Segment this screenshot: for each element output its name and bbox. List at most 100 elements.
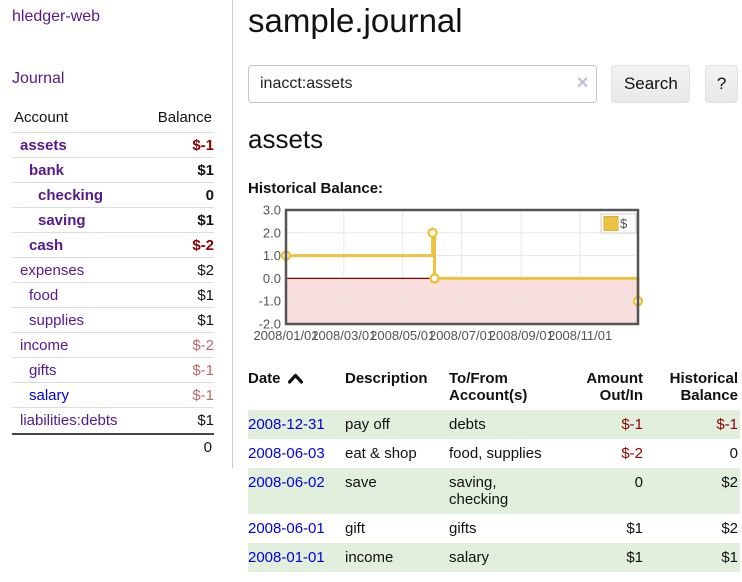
account-heading: assets (248, 124, 738, 155)
account-link[interactable]: cash (12, 237, 63, 254)
transaction-description: save (345, 468, 449, 514)
transaction-amount: $1 (560, 543, 645, 572)
sort-ascending-icon (288, 373, 303, 384)
y-axis-labels: 3.02.01.00.0-1.0-2.0 (259, 203, 281, 332)
svg-text:-1.0: -1.0 (259, 294, 281, 309)
app-brand-link[interactable]: hledger-web (12, 8, 100, 26)
transaction-date-link[interactable]: 2008-06-03 (248, 445, 325, 462)
column-header-amount: Amount Out/In (560, 367, 645, 410)
account-link[interactable]: food (12, 287, 58, 304)
transaction-accounts: salary (449, 543, 560, 572)
transaction-amount: $-2 (560, 439, 645, 468)
account-balance: $-2 (192, 237, 214, 254)
page-title: sample.journal (248, 2, 738, 40)
account-balance: $-1 (192, 362, 214, 379)
historical-balance-chart[interactable]: $3.02.01.00.0-1.0-2.02008/01/012008/03/0… (248, 206, 648, 346)
account-row: cash $-2 (12, 233, 214, 258)
transaction-row: 2008-06-03 eat & shopfood, supplies$-20 (248, 439, 740, 468)
transaction-date-link[interactable]: 2008-12-31 (248, 416, 325, 433)
transaction-description: pay off (345, 410, 449, 439)
account-balance: $-1 (192, 387, 214, 404)
transaction-amount: 0 (560, 468, 645, 514)
account-row: checking 0 (12, 183, 214, 208)
svg-text:2008/03/01: 2008/03/01 (311, 328, 376, 343)
account-link[interactable]: income (12, 337, 68, 354)
accounts-header-balance: Balance (158, 109, 212, 126)
account-balance: $1 (197, 162, 214, 179)
search-input[interactable] (248, 65, 597, 103)
transaction-description: income (345, 543, 449, 572)
sidebar: hledger-web Journal Account Balance asse… (0, 0, 233, 468)
account-row: income $-2 (12, 333, 214, 358)
account-row: salary $-1 (12, 383, 214, 408)
legend-swatch (604, 217, 618, 231)
account-row: gifts $-1 (12, 358, 214, 383)
account-balance: $-1 (192, 137, 214, 154)
column-header-description: Description (345, 367, 449, 410)
transaction-amount: $-1 (560, 410, 645, 439)
transaction-balance: $1 (645, 543, 740, 572)
account-row: saving $1 (12, 208, 214, 233)
accounts-table: Account Balance assets $-1 bank $1 checking 0… (12, 105, 214, 458)
sidebar-item-journal[interactable]: Journal (12, 70, 64, 87)
transaction-row: 2008-06-01giftgifts$1$2 (248, 514, 740, 543)
account-link[interactable]: salary (12, 387, 69, 404)
clear-search-icon[interactable]: × (577, 71, 589, 95)
account-link[interactable]: gifts (12, 362, 57, 379)
account-row: food $1 (12, 283, 214, 308)
account-link[interactable]: assets (12, 137, 67, 154)
legend-label: $ (620, 216, 628, 231)
account-link[interactable]: checking (12, 187, 103, 204)
account-balance: $2 (197, 262, 214, 279)
transaction-description: gift (345, 514, 449, 543)
chart-title: Historical Balance: (248, 180, 738, 197)
account-balance: 0 (206, 187, 214, 204)
date-header-label: Date (248, 370, 281, 387)
account-link[interactable]: bank (12, 162, 64, 179)
accounts-header-account: Account (14, 109, 68, 126)
transaction-row: 2008-01-01incomesalary$1$1 (248, 543, 740, 572)
account-balance: $1 (197, 412, 214, 429)
svg-text:2008/05/01: 2008/05/01 (370, 328, 435, 343)
search-button[interactable]: Search (611, 65, 690, 103)
transaction-balance: $2 (645, 468, 740, 514)
main-content: sample.journal × Search ? assets Histori… (233, 0, 742, 572)
transaction-accounts: saving, checking (449, 468, 560, 514)
transaction-accounts: debts (449, 410, 560, 439)
account-balance: $1 (197, 212, 214, 229)
transactions-table: Date DescriptionTo/From Account(s)Amount … (248, 367, 740, 572)
transaction-row: 2008-12-31pay offdebts$-1$-1 (248, 410, 740, 439)
x-axis-labels: 2008/01/012008/03/012008/05/012008/07/01… (253, 328, 612, 343)
transaction-row: 2008-06-02 savesaving, checking0$2 (248, 468, 740, 514)
accounts-total-balance: 0 (204, 439, 212, 456)
transaction-date-link[interactable]: 2008-06-02 (248, 474, 325, 491)
account-link[interactable]: expenses (12, 262, 84, 279)
help-button[interactable]: ? (705, 65, 738, 103)
account-link[interactable]: supplies (12, 312, 84, 329)
account-balance: $1 (197, 312, 214, 329)
account-balance: $1 (197, 287, 214, 304)
transaction-accounts: food, supplies (449, 439, 560, 468)
transaction-balance: $2 (645, 514, 740, 543)
account-row: liabilities:debts $1 (12, 408, 214, 433)
transaction-description: eat & shop (345, 439, 449, 468)
svg-text:2008/01/01: 2008/01/01 (253, 328, 318, 343)
account-link[interactable]: liabilities:debts (12, 412, 118, 429)
svg-text:3.0: 3.0 (263, 203, 281, 218)
transaction-balance: 0 (645, 439, 740, 468)
transaction-balance: $-1 (645, 410, 740, 439)
transaction-date-link[interactable]: 2008-06-01 (248, 520, 325, 537)
svg-text:2008/09/01: 2008/09/01 (489, 328, 554, 343)
account-row: bank $1 (12, 158, 214, 183)
account-link[interactable]: saving (12, 212, 86, 229)
transaction-date-link[interactable]: 2008-01-01 (248, 549, 325, 566)
chart-legend: $ (601, 214, 636, 233)
transaction-accounts: gifts (449, 514, 560, 543)
column-header-date[interactable]: Date (248, 367, 345, 410)
account-balance: $-2 (192, 337, 214, 354)
column-header-tofrom: To/From Account(s) (449, 367, 560, 410)
svg-text:2.0: 2.0 (263, 225, 281, 240)
search-form: × Search ? (248, 65, 738, 103)
svg-text:2008/07/01: 2008/07/01 (429, 328, 494, 343)
accounts-table-body: assets $-1 bank $1 checking 0 saving $1 cash $-2 e… (12, 133, 214, 433)
